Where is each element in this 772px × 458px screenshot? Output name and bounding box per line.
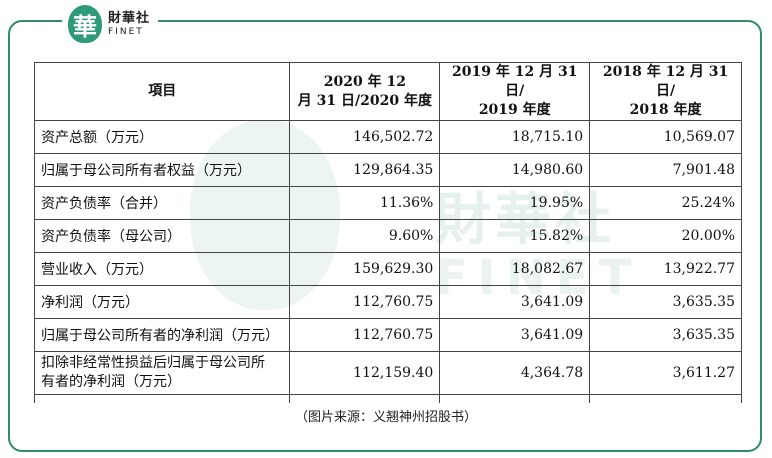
table-header-row: 項目 2020 年 12 月 31 日/2020 年度 2019 年 12 月 … <box>33 62 742 121</box>
value-2019: 18,715.10 <box>439 120 591 154</box>
value-2020: 159,629.30 <box>289 252 441 286</box>
table-row: 营业收入（万元） 159,629.30 18,082.67 13,922.77 <box>33 252 742 286</box>
row-label: 扣除非经常性损益后归属于母公司所 有者的净利润（万元） <box>33 351 291 395</box>
value-2020: 9.60% <box>289 219 441 253</box>
value-2019: 18,082.67 <box>439 252 591 286</box>
finet-logo-icon: 華 <box>68 5 102 43</box>
financial-table: 項目 2020 年 12 月 31 日/2020 年度 2019 年 12 月 … <box>33 62 742 403</box>
header-2019: 2019 年 12 月 31 日/ 2019 年度 <box>439 62 591 121</box>
value-2019: 15.82% <box>439 219 591 253</box>
value-2018: 3,635.35 <box>589 318 742 352</box>
row-label: 资产负债率（母公司） <box>33 219 291 253</box>
table-row: 资产负债率（母公司） 9.60% 15.82% 20.00% <box>33 219 742 253</box>
table-row: 归属于母公司所有者权益（万元） 129,864.35 14,980.60 7,9… <box>33 153 742 187</box>
value-2018: 10,569.07 <box>589 120 742 154</box>
value-2019: 3,641.09 <box>439 285 591 319</box>
value-2019: 14,980.60 <box>439 153 591 187</box>
value-2020: 11.36% <box>289 186 441 220</box>
finet-logo: 華 財華社 FINET <box>62 4 159 44</box>
table-trailing-edge <box>33 394 742 403</box>
row-label: 资产总额（万元） <box>33 120 291 154</box>
value-2020: 129,864.35 <box>289 153 441 187</box>
logo-text: 財華社 FINET <box>108 12 150 37</box>
value-2018: 13,922.77 <box>589 252 742 286</box>
value-2018: 7,901.48 <box>589 153 742 187</box>
value-2019: 19.95% <box>439 186 591 220</box>
row-label: 归属于母公司所有者权益（万元） <box>33 153 291 187</box>
value-2018: 3,611.27 <box>589 351 742 395</box>
value-2018: 25.24% <box>589 186 742 220</box>
header-item: 項目 <box>33 62 291 121</box>
image-source-caption: （图片来源：义翘神州招股书） <box>294 410 477 425</box>
table-row: 归属于母公司所有者的净利润（万元） 112,760.75 3,641.09 3,… <box>33 318 742 352</box>
value-2020: 146,502.72 <box>289 120 441 154</box>
logo-name-en: FINET <box>108 26 144 37</box>
row-label: 归属于母公司所有者的净利润（万元） <box>33 318 291 352</box>
value-2019: 3,641.09 <box>439 318 591 352</box>
content-frame <box>8 20 762 452</box>
table-row: 资产总额（万元） 146,502.72 18,715.10 10,569.07 <box>33 120 742 154</box>
table-row: 扣除非经常性损益后归属于母公司所 有者的净利润（万元） 112,159.40 4… <box>33 351 742 395</box>
logo-name-cn: 財華社 <box>108 10 151 26</box>
header-2018: 2018 年 12 月 31 日/ 2018 年度 <box>589 62 742 121</box>
table-row: 净利润（万元） 112,760.75 3,641.09 3,635.35 <box>33 285 742 319</box>
value-2018: 3,635.35 <box>589 285 742 319</box>
value-2020: 112,760.75 <box>289 285 441 319</box>
value-2019: 4,364.78 <box>439 351 591 395</box>
row-label: 营业收入（万元） <box>33 252 291 286</box>
value-2020: 112,760.75 <box>289 318 441 352</box>
row-label: 资产负债率（合并） <box>33 186 291 220</box>
value-2018: 20.00% <box>589 219 742 253</box>
header-2020: 2020 年 12 月 31 日/2020 年度 <box>289 62 441 121</box>
table-row: 资产负债率（合并） 11.36% 19.95% 25.24% <box>33 186 742 220</box>
row-label: 净利润（万元） <box>33 285 291 319</box>
value-2020: 112,159.40 <box>289 351 441 395</box>
